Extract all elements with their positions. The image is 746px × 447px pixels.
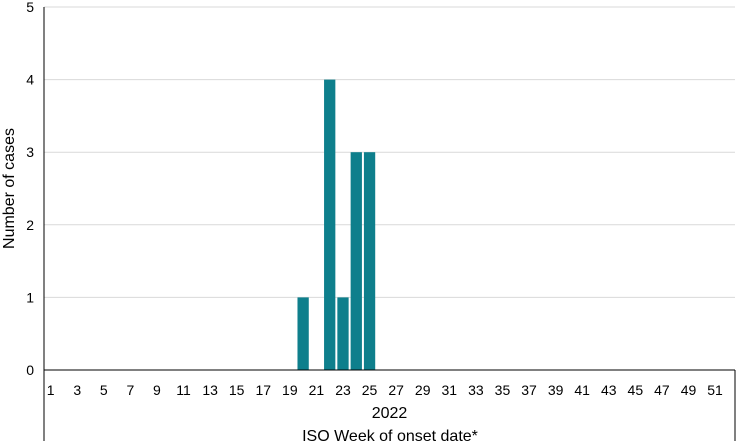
- y-tick-label: 2: [26, 217, 34, 233]
- x-tick-label: 11: [176, 382, 191, 398]
- bar-week-20: [297, 297, 309, 370]
- x-tick-labels: 1 3 5 7 9 11 13 15 17 19 21 23 25 27 29 31 33 35 37 39 41 43 4…: [47, 382, 723, 398]
- y-tick-label: 0: [26, 362, 34, 378]
- x-tick-label: 1: [47, 382, 55, 398]
- bars: [297, 79, 376, 370]
- y-tick-label: 5: [26, 0, 34, 15]
- x-tick-label: 21: [309, 382, 325, 398]
- x-tick-label: 47: [654, 382, 670, 398]
- axes: [43, 7, 736, 441]
- x-tick-label: 3: [73, 382, 81, 398]
- x-tick-label: 7: [126, 382, 134, 398]
- x-tick-label: 5: [100, 382, 108, 398]
- x-tick-label: 25: [362, 382, 378, 398]
- bar-week-23: [337, 297, 349, 370]
- year-group-label: 2022: [372, 405, 408, 422]
- x-tick-label: 15: [229, 382, 245, 398]
- y-axis-title: Number of cases: [1, 128, 18, 249]
- x-tick-label: 23: [335, 382, 351, 398]
- x-tick-label: 37: [521, 382, 537, 398]
- y-tick-label: 3: [26, 144, 34, 160]
- x-axis-title: ISO Week of onset date*: [302, 428, 478, 445]
- y-tick-label: 4: [26, 72, 34, 88]
- x-tick-label: 31: [442, 382, 458, 398]
- bar-week-24: [350, 152, 362, 370]
- x-tick-label: 51: [707, 382, 723, 398]
- x-tick-label: 33: [468, 382, 484, 398]
- x-tick-label: 19: [282, 382, 298, 398]
- gridlines: [44, 6, 735, 298]
- x-tick-label: 35: [495, 382, 511, 398]
- x-tick-label: 27: [388, 382, 404, 398]
- x-tick-label: 41: [574, 382, 590, 398]
- x-tick-label: 39: [548, 382, 564, 398]
- bar-week-22: [324, 79, 336, 370]
- x-tick-label: 43: [601, 382, 617, 398]
- x-tick-label: 17: [255, 382, 271, 398]
- y-tick-label: 1: [26, 289, 34, 305]
- y-tick-labels: 0 1 2 3 4 5: [26, 0, 34, 378]
- x-tick-label: 13: [202, 382, 218, 398]
- x-tick-label: 45: [628, 382, 644, 398]
- x-tick-label: 49: [681, 382, 697, 398]
- x-tick-label: 9: [153, 382, 161, 398]
- bar-week-25: [363, 152, 376, 370]
- x-tick-label: 29: [415, 382, 431, 398]
